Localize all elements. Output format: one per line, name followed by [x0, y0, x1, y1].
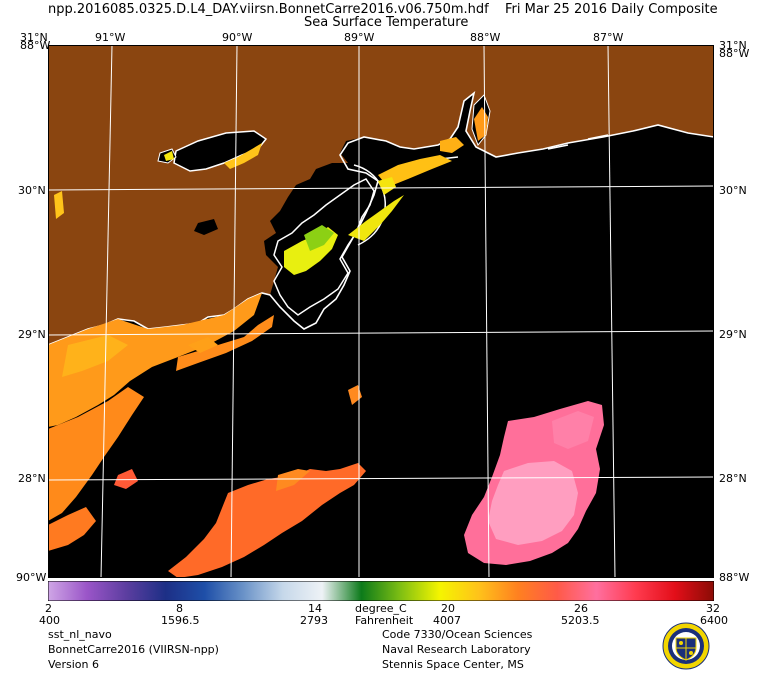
lat-label-29n-right: 29°N	[719, 328, 747, 341]
graticule	[48, 45, 714, 578]
grid-lat-30n	[48, 185, 714, 191]
lon-label-87w: 87°W	[593, 31, 624, 44]
footer-location: Stennis Space Center, MS	[382, 658, 524, 671]
lat-label-29n-left: 29°N	[18, 328, 46, 341]
lat-label-30n-right: 30°N	[719, 184, 747, 197]
colorbar-units-fahrenheit: Fahrenheit	[355, 614, 414, 627]
footer-dataset: BonnetCarre2016 (VIIRSN-npp)	[48, 643, 219, 656]
sst-colorbar	[48, 581, 714, 601]
colorbar-tick-c-20: 20	[441, 602, 455, 615]
colorbar-tick-c-26: 26	[574, 602, 588, 615]
footer-algorithm: sst_nl_navo	[48, 628, 112, 641]
colorbar-tick-f-1596: 1596.5	[161, 614, 200, 627]
land-area	[48, 45, 714, 345]
grid-lon-90w	[230, 45, 238, 578]
colorbar-tick-c-32: 32	[706, 602, 720, 615]
colorbar-tick-f-400: 400	[39, 614, 60, 627]
corner-label-bottom-left: 90°W	[16, 571, 47, 584]
grid-lon-88w	[483, 45, 490, 578]
corner-label-top-left-lon: 88°W	[20, 39, 51, 52]
nrl-seal-icon	[662, 622, 710, 670]
colorbar-tick-f-4007: 4007	[433, 614, 461, 627]
lat-label-28n-right: 28°N	[719, 472, 747, 485]
colorbar-tick-c-2: 2	[45, 602, 52, 615]
colorbar-units-celsius: degree_C	[355, 602, 407, 615]
grid-lat-28n	[48, 476, 714, 481]
lat-label-30n-left: 30°N	[18, 184, 46, 197]
footer-version: Version 6	[48, 658, 99, 671]
colorbar-tick-f-5203: 5203.5	[561, 614, 600, 627]
sst-map	[48, 45, 714, 578]
corner-label-bottom-right: 88°W	[719, 571, 750, 584]
lon-label-89w: 89°W	[344, 31, 375, 44]
grid-lon-91w	[100, 45, 113, 578]
map-frame	[48, 45, 714, 578]
colorbar-tick-f-2793: 2793	[300, 614, 328, 627]
corner-label-top-left-lat: 31°N	[20, 31, 48, 44]
corner-label-top-right-lon: 88°W	[719, 47, 750, 60]
inland-lake	[194, 219, 218, 235]
lon-label-88w: 88°W	[470, 31, 501, 44]
colorbar-tick-c-8: 8	[176, 602, 183, 615]
colorbar-gradient	[48, 581, 714, 601]
sst-patches	[48, 107, 604, 578]
lat-label-28n-left: 28°N	[18, 472, 46, 485]
filename-title: npp.2016085.0325.D.L4_DAY.viirsn.BonnetC…	[48, 2, 489, 17]
colorbar-tick-c-14: 14	[308, 602, 322, 615]
corner-label-top-right-lat: 31°N	[719, 39, 747, 52]
composite-date: Fri Mar 25 2016 Daily Composite	[505, 2, 718, 17]
grid-lon-87w	[607, 45, 616, 578]
footer-lab: Naval Research Laboratory	[382, 643, 531, 656]
product-title: Sea Surface Temperature	[304, 15, 469, 30]
lon-label-91w: 91°W	[95, 31, 126, 44]
grid-lat-29n	[48, 330, 714, 336]
footer-code: Code 7330/Ocean Sciences	[382, 628, 533, 641]
colorbar-tick-f-6400: 6400	[700, 614, 728, 627]
lon-label-90w: 90°W	[222, 31, 253, 44]
